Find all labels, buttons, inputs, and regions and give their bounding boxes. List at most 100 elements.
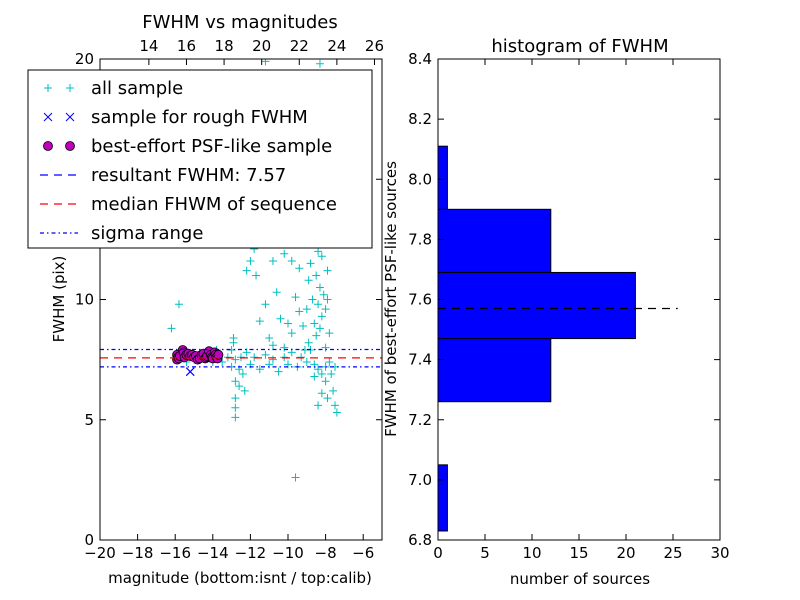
- y-tick-label: 7.8: [408, 230, 432, 248]
- point-plus: [304, 338, 313, 347]
- point-plus: [331, 401, 339, 410]
- legend-box: [27, 69, 373, 249]
- legend-marker-circle: [43, 141, 53, 151]
- point-plus: [317, 370, 326, 379]
- point-plus: [327, 370, 336, 379]
- point-plus: [302, 358, 311, 367]
- point-plus: [312, 271, 321, 280]
- point-plus: [255, 317, 264, 326]
- y-tick-label: 10: [75, 291, 94, 309]
- point-plus: [229, 333, 238, 342]
- point-plus: [274, 367, 283, 376]
- point-plus: [268, 257, 277, 266]
- x-tick-label: −14: [197, 544, 229, 562]
- point-plus: [314, 365, 323, 374]
- legend-item: sample for rough FWHM: [43, 107, 308, 128]
- y-tick-label: 7.6: [408, 291, 432, 309]
- legend: all sample sample for rough FWHM best-effo…: [27, 69, 373, 249]
- point-plus: [287, 257, 296, 266]
- histogram-bar: [437, 208, 552, 273]
- y-tick-label: 5: [84, 411, 94, 429]
- y-tick-label: 6.8: [408, 531, 432, 549]
- x-tick-label: −16: [159, 544, 191, 562]
- left-x-axis-label: magnitude (bottom:isnt / top:calib): [108, 569, 372, 587]
- left-chart-title: FWHM vs magnitudes: [142, 12, 337, 33]
- x-tick-label: 0: [433, 544, 443, 562]
- point-plus: [323, 266, 332, 275]
- point-plus: [317, 252, 326, 261]
- point-plus: [306, 259, 315, 268]
- point-plus: [304, 276, 313, 285]
- legend-label: sigma range: [91, 223, 203, 244]
- y-tick-label: 8.2: [408, 110, 432, 128]
- point-plus: [231, 377, 240, 386]
- point-plus: [261, 350, 270, 359]
- legend-label: all sample: [91, 78, 183, 99]
- point-plus: [323, 295, 332, 304]
- point-plus: [276, 314, 285, 323]
- point-plus: [272, 288, 281, 297]
- point-plus: [261, 59, 270, 66]
- histogram-bar: [437, 271, 636, 340]
- point-plus: [280, 353, 289, 362]
- point-plus: [329, 386, 338, 395]
- legend-label: sample for rough FWHM: [91, 107, 308, 128]
- legend-marker-circle: [65, 141, 75, 151]
- point-plus: [317, 389, 326, 398]
- x-tick-label: −8: [315, 544, 337, 562]
- legend-marker-plus: [44, 84, 52, 92]
- legend-items: all sample sample for rough FWHM best-effo…: [40, 78, 337, 244]
- point-plus: [235, 382, 244, 391]
- point-plus: [268, 341, 277, 350]
- point-plus: [308, 295, 317, 304]
- point-plus: [287, 329, 296, 338]
- point-plus: [291, 293, 300, 302]
- point-plus: [231, 394, 240, 403]
- y-tick-label: 7.0: [408, 471, 432, 489]
- point-plus: [314, 247, 323, 256]
- point-plus: [231, 355, 240, 364]
- point-plus: [332, 408, 341, 417]
- point-plus: [223, 353, 232, 362]
- point-plus: [242, 348, 251, 357]
- top-x-tick-label: 18: [215, 37, 234, 55]
- fwhm-histogram-chart: 0 5 10 15 20 25 306.87.07.27.47.67.88.08.28.4 …: [382, 36, 730, 588]
- point-plus: [255, 365, 264, 374]
- legend-item: median FHWM of sequence: [40, 194, 337, 215]
- point-plus: [240, 386, 249, 395]
- point-plus: [231, 403, 240, 412]
- point-plus: [174, 300, 183, 309]
- point-plus: [167, 324, 176, 333]
- point-plus: [302, 305, 311, 314]
- top-x-tick-label: 22: [290, 37, 309, 55]
- point-plus: [295, 264, 304, 273]
- x-tick-label: 5: [480, 544, 490, 562]
- legend-label: median FHWM of sequence: [91, 194, 337, 215]
- top-x-tick-label: 14: [139, 37, 158, 55]
- x-tick-label: 10: [522, 544, 541, 562]
- point-plus: [325, 358, 334, 367]
- point-plus: [315, 283, 324, 292]
- point-plus: [291, 473, 300, 482]
- point-plus: [252, 271, 261, 280]
- x-tick-label: −6: [352, 544, 374, 562]
- legend-marker-plus: [66, 84, 74, 92]
- legend-item: best-effort PSF-like sample: [43, 136, 332, 157]
- right-x-axis-label: number of sources: [510, 570, 650, 588]
- x-tick-label: 15: [569, 544, 588, 562]
- point-plus: [297, 353, 306, 362]
- point-plus: [321, 305, 330, 314]
- histogram-bar: [437, 145, 448, 210]
- x-tick-label: 25: [663, 544, 682, 562]
- top-x-tick-label: 26: [365, 37, 384, 55]
- legend-label: resultant FWHM: 7.57: [91, 165, 286, 186]
- point-circle: [213, 349, 224, 360]
- point-plus: [295, 307, 304, 316]
- y-tick-label: 0: [84, 531, 94, 549]
- y-tick-label: 7.2: [408, 411, 432, 429]
- right-chart-title: histogram of FWHM: [491, 36, 668, 57]
- left-y-axis-label: FWHM (pix): [50, 256, 68, 343]
- x-tick-label: 30: [710, 544, 729, 562]
- point-plus: [312, 331, 321, 340]
- x-tick-label: 20: [616, 544, 635, 562]
